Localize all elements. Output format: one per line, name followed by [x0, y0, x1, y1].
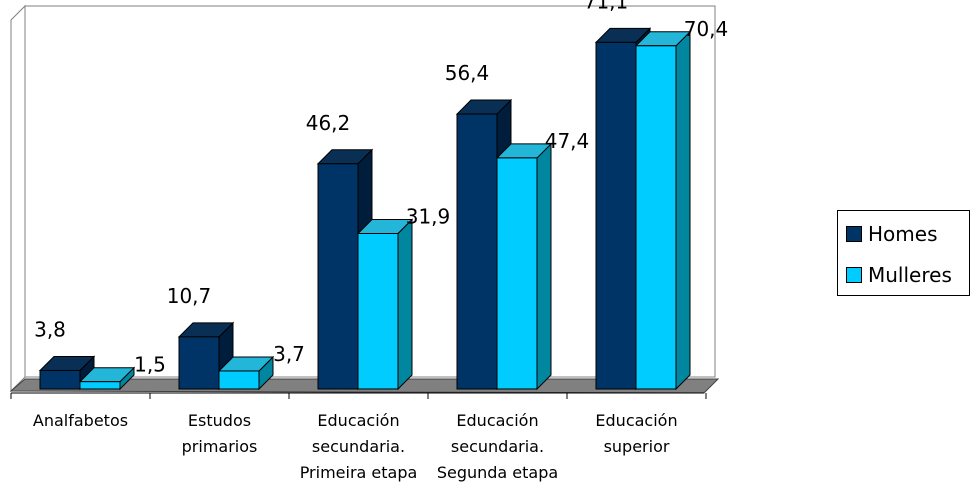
legend-item-mulleres: Mulleres [846, 263, 952, 287]
bar-side [536, 142, 552, 391]
legend-swatch-mulleres [846, 267, 862, 283]
side-wall [10, 4, 26, 393]
bar-homes-0 [39, 369, 81, 390]
category-label: Primeira etapa [300, 463, 418, 482]
category-label: primarios [182, 437, 258, 456]
data-label: 3,7 [273, 342, 305, 366]
data-label: 3,8 [34, 317, 66, 341]
bar-side [675, 30, 691, 391]
bar-homes-2 [317, 163, 359, 390]
category-label: Educación [456, 411, 538, 430]
category-label: Analfabetos [33, 411, 128, 430]
legend-label-homes: Homes [868, 222, 938, 246]
legend-label-mulleres: Mulleres [868, 263, 952, 287]
category-label: secundaria. [451, 437, 544, 456]
bar-homes-1 [178, 336, 220, 390]
data-label: 31,9 [406, 204, 451, 228]
legend-swatch-homes [846, 226, 862, 242]
bar-side [397, 218, 413, 391]
category-label: superior [604, 437, 670, 456]
category-label: secundaria. [312, 437, 405, 456]
bar-mulleres-2 [357, 232, 399, 390]
bar-homes-4 [595, 41, 637, 390]
legend: Homes Mulleres [837, 210, 970, 296]
bar-mulleres-4 [635, 45, 677, 390]
category-label: Educación [595, 411, 677, 430]
data-label: 47,4 [545, 129, 590, 153]
bar-homes-3 [456, 113, 498, 390]
data-label: 10,7 [167, 284, 212, 308]
data-label: 46,2 [306, 111, 351, 135]
category-label: Educación [317, 411, 399, 430]
category-label: Segunda etapa [437, 463, 558, 482]
legend-item-homes: Homes [846, 222, 937, 246]
bar-mulleres-3 [496, 157, 538, 390]
category-label: Estudos [188, 411, 251, 430]
bar-mulleres-0 [79, 381, 121, 390]
data-label: 56,4 [445, 61, 490, 85]
data-label: 71,1 [584, 0, 629, 13]
bar-mulleres-1 [218, 370, 260, 390]
data-label: 70,4 [684, 17, 729, 41]
data-label: 1,5 [134, 353, 166, 377]
